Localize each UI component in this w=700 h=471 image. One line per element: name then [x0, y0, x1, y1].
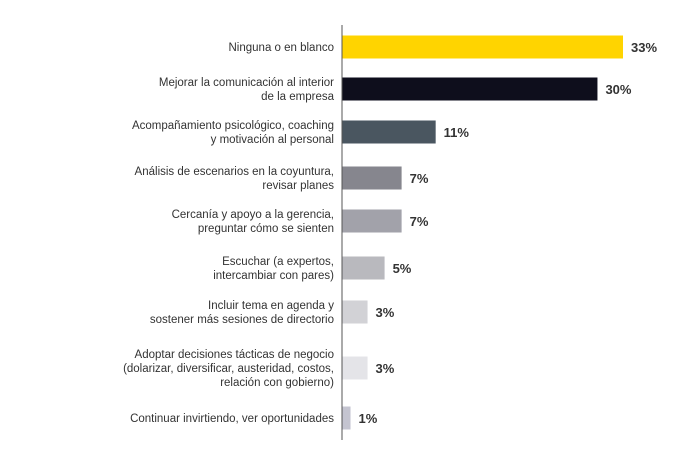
category-label-line: Análisis de escenarios en la coyuntura, [135, 166, 334, 178]
category-label: Incluir tema en agenda y sostener más ses… [150, 300, 334, 326]
category-label: Análisis de escenarios en la coyuntura, r… [135, 166, 335, 192]
value-label: 5% [393, 261, 412, 276]
bar [342, 356, 368, 380]
bar [342, 406, 351, 430]
value-label: 30% [605, 82, 631, 97]
category-label-line: de la empresa [261, 91, 334, 103]
category-label: Escuchar (a expertos, intercambiar con pa… [213, 256, 334, 282]
bar [342, 300, 368, 324]
category-label-line: Cercanía y apoyo a la gerencia, [172, 209, 334, 221]
category-label: Adoptar decisiones tácticas de negocio (d… [123, 349, 334, 389]
value-label: 11% [444, 125, 470, 140]
value-labels: 33% 30% 11% 7% 7% 5% 3% 3% 1% [359, 40, 658, 426]
category-label: Cercanía y apoyo a la gerencia, preguntar… [172, 209, 334, 235]
category-label: Ninguna o en blanco [229, 42, 335, 54]
category-label-line: Adoptar decisiones tácticas de negocio [135, 349, 334, 361]
value-label: 3% [376, 305, 395, 320]
bar [342, 209, 402, 233]
category-label-line: relación con gobierno) [220, 377, 334, 389]
value-label: 1% [359, 411, 378, 426]
value-label: 33% [631, 40, 657, 55]
category-label: Acompañamiento psicológico, coaching y mo… [132, 120, 334, 146]
category-label: Continuar invirtiendo, ver oportunidades [130, 413, 334, 425]
category-label-line: Incluir tema en agenda y [208, 300, 334, 312]
bar [342, 120, 436, 144]
value-label: 7% [410, 214, 429, 229]
category-label: Mejorar la comunicación al interior de la… [159, 77, 335, 103]
bars [342, 35, 623, 430]
category-label-line: revisar planes [262, 180, 334, 192]
category-label-line: (dolarizar, diversificar, austeridad, co… [123, 363, 334, 375]
category-labels: Ninguna o en blanco Mejorar la comunicaci… [123, 42, 335, 425]
value-label: 7% [410, 171, 429, 186]
bar [342, 166, 402, 190]
category-label-line: y motivación al personal [211, 134, 334, 146]
category-label-line: Acompañamiento psicológico, coaching [132, 120, 334, 132]
category-label-line: Mejorar la comunicación al interior [159, 77, 334, 89]
category-label-line: Continuar invirtiendo, ver oportunidades [130, 413, 334, 425]
category-label-line: Escuchar (a expertos, [222, 256, 334, 268]
bar [342, 35, 623, 59]
value-label: 3% [376, 361, 395, 376]
category-label-line: preguntar cómo se sienten [198, 223, 334, 235]
bar [342, 77, 598, 101]
category-label-line: Ninguna o en blanco [229, 42, 335, 54]
category-label-line: sostener más sesiones de directorio [150, 314, 334, 326]
category-label-line: intercambiar con pares) [213, 270, 334, 282]
bar [342, 256, 385, 280]
